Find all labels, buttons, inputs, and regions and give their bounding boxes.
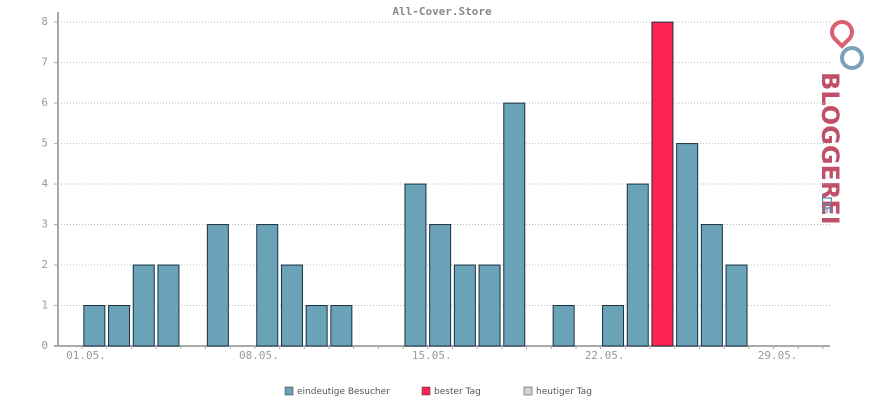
legend-label: eindeutige Besucher — [297, 387, 390, 397]
y-tick-label: 5 — [41, 137, 48, 150]
y-tick-label: 6 — [41, 96, 48, 109]
legend-label: bester Tag — [434, 387, 481, 397]
bar — [157, 264, 180, 347]
x-tick-label: 08.05. — [239, 349, 279, 362]
bar — [305, 305, 328, 347]
y-tick-label: 8 — [41, 15, 48, 28]
legend-swatch — [284, 386, 294, 396]
bar — [651, 21, 674, 347]
x-tick-label: 01.05. — [66, 349, 106, 362]
bar — [725, 264, 748, 347]
bar — [602, 305, 625, 347]
x-tick-label: 15.05. — [412, 349, 452, 362]
y-tick-label: 3 — [41, 218, 48, 231]
bar — [83, 305, 106, 347]
logo-icon — [830, 20, 854, 49]
bar — [330, 305, 353, 347]
logo-suffix: .DE — [818, 192, 833, 214]
logo: BLOGGEREI .DE — [816, 20, 864, 225]
bar — [453, 264, 476, 347]
legend-swatch — [523, 386, 533, 396]
bar — [552, 305, 575, 347]
y-tick-label: 2 — [41, 258, 48, 271]
x-tick-label: 22.05. — [585, 349, 625, 362]
logo-icon — [840, 46, 864, 70]
bar — [676, 143, 699, 347]
legend-label: heutiger Tag — [536, 387, 592, 397]
bar — [404, 183, 427, 347]
y-tick-label: 1 — [41, 299, 48, 312]
bar — [280, 264, 303, 347]
legend-swatch — [421, 386, 431, 396]
y-tick-label: 4 — [41, 177, 48, 190]
bar — [206, 224, 229, 347]
chart-title: All-Cover.Store — [392, 5, 492, 18]
bar — [626, 183, 649, 347]
bar — [503, 102, 526, 347]
bar — [132, 264, 155, 347]
bar — [429, 224, 452, 347]
bar — [108, 305, 131, 347]
bar — [478, 264, 501, 347]
bar — [700, 224, 723, 347]
x-tick-label: 29.05. — [758, 349, 798, 362]
y-tick-label: 7 — [41, 56, 48, 69]
y-tick-label: 0 — [41, 339, 48, 352]
logo-text: BLOGGEREI — [816, 72, 844, 225]
bar — [256, 224, 279, 347]
